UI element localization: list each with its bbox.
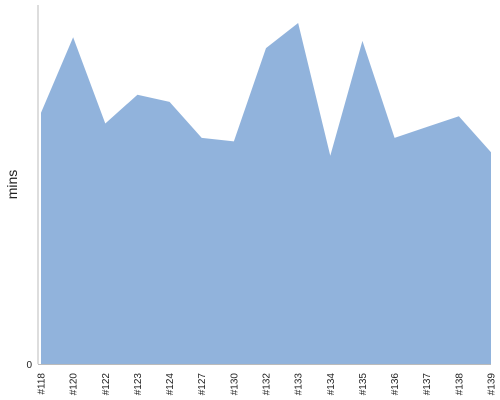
x-tick-label: #139 <box>487 373 498 396</box>
y-axis-title: mins <box>4 170 20 200</box>
x-tick-label: #138 <box>454 373 465 396</box>
x-tick-label: #118 <box>37 373 48 395</box>
x-tick-label: #130 <box>229 373 240 396</box>
x-tick-label: #127 <box>197 373 208 396</box>
x-tick-label: #123 <box>133 373 144 396</box>
x-tick-labels: #118 #120 #122 #123 #124 #127 #130 #132 #133 #134… <box>37 373 498 396</box>
x-tick-label: #132 <box>262 373 273 396</box>
x-tick-label: #135 <box>358 373 369 396</box>
x-tick-label: #120 <box>69 373 80 396</box>
x-tick-label: #124 <box>165 373 176 396</box>
x-tick-label: #134 <box>326 373 337 396</box>
x-tick-label: #136 <box>390 373 401 396</box>
x-tick-label: #133 <box>294 373 305 396</box>
area-series <box>41 22 491 364</box>
x-tick-label: #122 <box>101 373 112 396</box>
y-tick-label: 0 <box>26 360 32 371</box>
x-tick-label: #137 <box>422 373 433 396</box>
